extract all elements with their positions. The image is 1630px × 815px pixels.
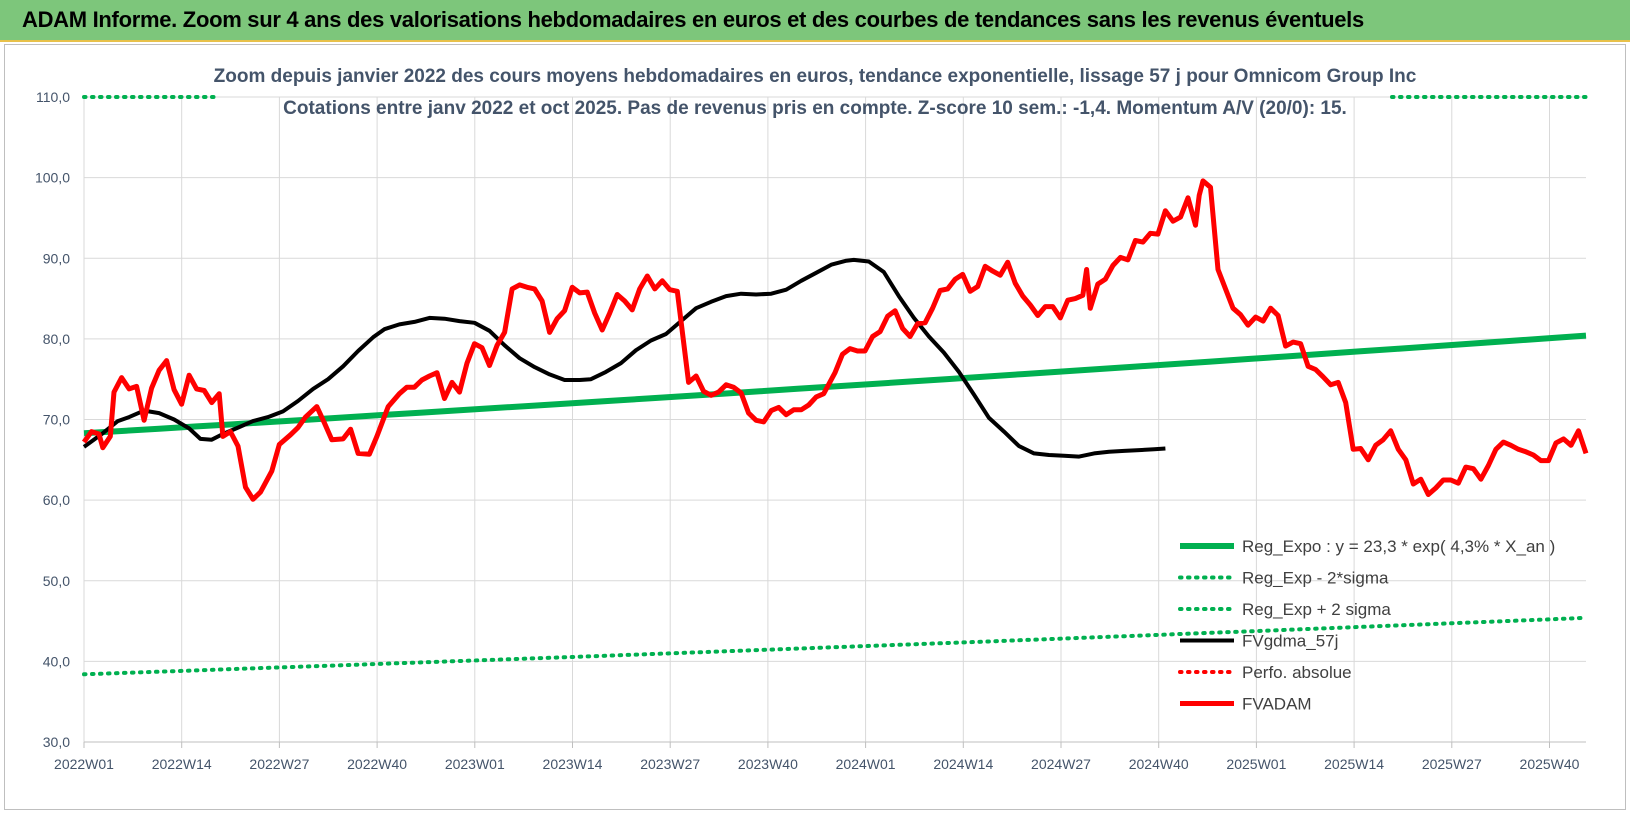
x-tick-label: 2025W14	[1324, 756, 1384, 772]
x-tick-label: 2023W27	[640, 756, 700, 772]
x-tick-label: 2025W01	[1226, 756, 1286, 772]
y-tick-label: 80,0	[43, 331, 70, 347]
report-title: ADAM Informe. Zoom sur 4 ans des valoris…	[22, 7, 1364, 32]
x-tick-label: 2022W01	[54, 756, 114, 772]
x-tick-label: 2023W40	[738, 756, 798, 772]
report-header: ADAM Informe. Zoom sur 4 ans des valoris…	[0, 0, 1630, 42]
x-tick-label: 2023W01	[445, 756, 505, 772]
y-tick-label: 40,0	[43, 653, 70, 669]
x-tick-label: 2022W40	[347, 756, 407, 772]
series-reg-expo-y-23-3-exp-4-3-x-an	[83, 332, 1587, 437]
y-tick-label: 70,0	[43, 412, 70, 428]
x-tick-label: 2022W27	[249, 756, 309, 772]
x-tick-label: 2024W40	[1129, 756, 1189, 772]
series-reg-exp-2-sigma	[82, 615, 1588, 677]
y-tick-label: 90,0	[43, 250, 70, 266]
legend-label: FVADAM	[1242, 695, 1312, 714]
x-tick-label: 2022W14	[152, 756, 212, 772]
y-tick-label: 60,0	[43, 492, 70, 508]
y-tick-label: 110,0	[36, 89, 70, 105]
chart-frame	[4, 44, 1626, 810]
x-tick-label: 2025W40	[1520, 756, 1580, 772]
x-tick-label: 2023W14	[543, 756, 603, 772]
legend-label: Reg_Expo : y = 23,3 * exp( 4,3% * X_an )	[1242, 537, 1555, 556]
legend-label: Reg_Exp - 2*sigma	[1242, 569, 1389, 588]
x-tick-label: 2024W27	[1031, 756, 1091, 772]
legend-label: FVgdma_57j	[1242, 632, 1338, 651]
y-tick-label: 100,0	[35, 170, 70, 186]
series-fvadam	[81, 178, 1589, 502]
y-tick-label: 30,0	[43, 734, 70, 750]
chart-subtitle: Cotations entre janv 2022 et oct 2025. P…	[283, 98, 1347, 119]
x-tick-label: 2024W14	[933, 756, 993, 772]
legend-label: Perfo. absolue	[1242, 663, 1352, 682]
x-tick-label: 2024W01	[836, 756, 896, 772]
legend-label: Reg_Exp + 2 sigma	[1242, 600, 1391, 619]
series-fvgdma-57j	[82, 257, 1166, 459]
chart-title: Zoom depuis janvier 2022 des cours moyen…	[213, 66, 1417, 87]
y-tick-label: 50,0	[43, 573, 70, 589]
x-tick-label: 2025W27	[1422, 756, 1482, 772]
